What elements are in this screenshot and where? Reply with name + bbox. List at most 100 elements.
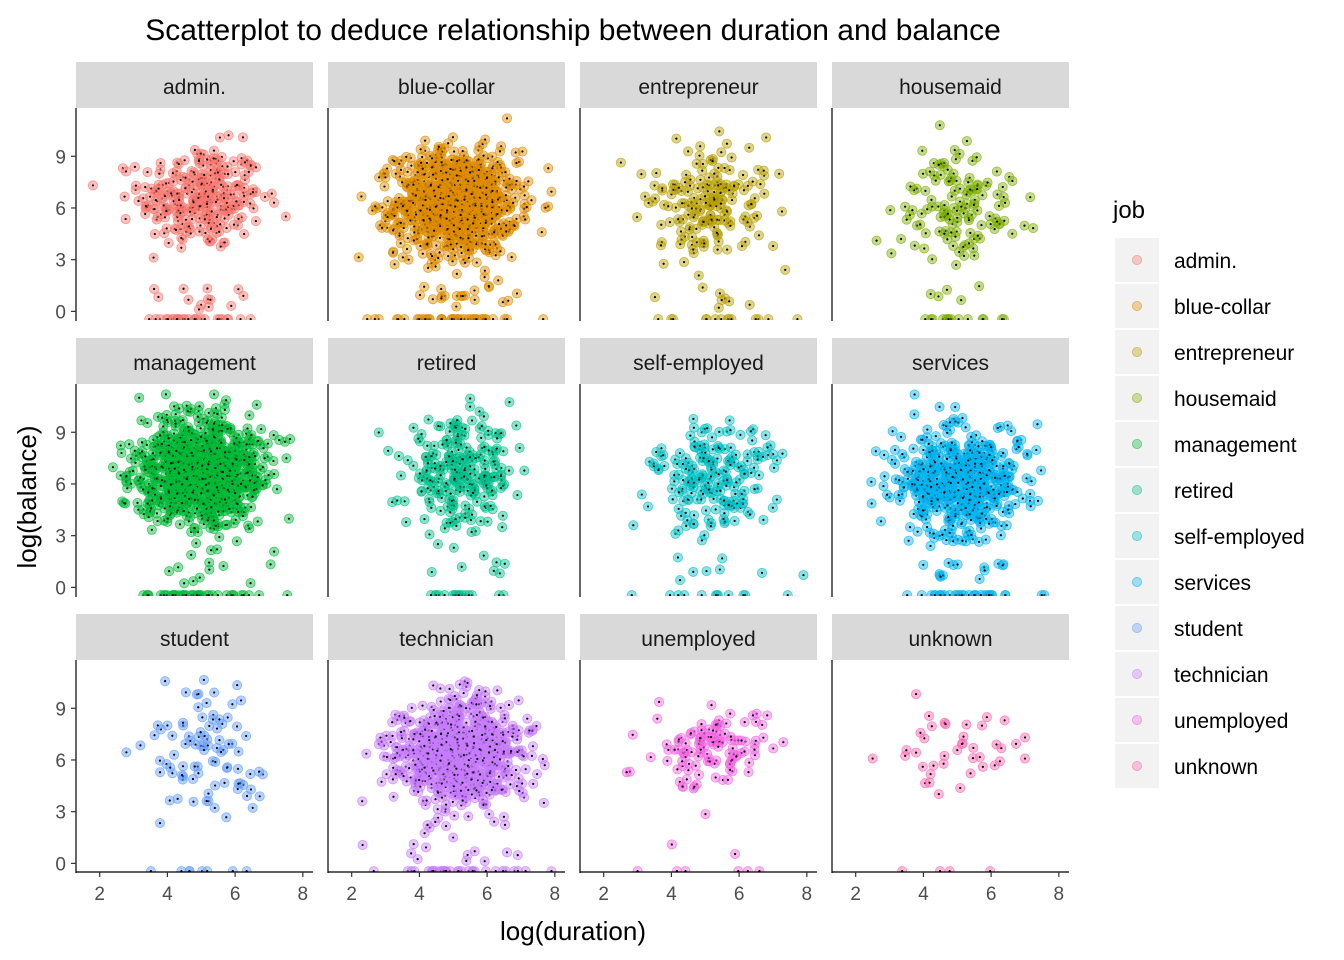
data-point-center <box>428 208 432 211</box>
data-point-center <box>149 509 152 513</box>
data-point-center <box>477 168 480 172</box>
data-point-center <box>239 318 242 320</box>
data-point-center <box>234 171 237 174</box>
data-point-center <box>211 190 215 193</box>
data-point-center <box>154 199 157 202</box>
data-point-center <box>517 160 520 164</box>
data-point-center <box>455 272 458 275</box>
data-point-center <box>437 148 440 151</box>
data-point-center <box>693 213 696 216</box>
data-point-center <box>653 184 656 187</box>
data-point-center <box>237 217 240 220</box>
data-point-center <box>490 217 494 220</box>
data-point-center <box>958 152 961 156</box>
data-point-center <box>430 254 434 258</box>
data-point-center <box>931 258 934 261</box>
data-point-center <box>440 287 443 291</box>
data-point <box>222 314 233 320</box>
data-point-center <box>454 205 457 208</box>
data-point-center <box>165 227 168 230</box>
data-point-center <box>668 221 672 224</box>
data-point-center <box>701 162 705 166</box>
data-point-center <box>180 246 183 249</box>
data-point-center <box>635 215 639 219</box>
data-point-center <box>967 181 970 184</box>
data-point-center <box>120 451 123 455</box>
data-point-center <box>660 223 663 226</box>
data-point-center <box>175 511 178 514</box>
data-point-center <box>503 318 506 320</box>
data-point-center <box>458 227 461 231</box>
data-point <box>997 314 1008 320</box>
data-point-center <box>653 296 657 299</box>
data-point-center <box>243 232 246 236</box>
data-point-center <box>430 182 433 185</box>
data-point-center <box>427 236 430 239</box>
data-point-center <box>224 399 228 402</box>
data-point-center <box>377 176 381 179</box>
data-point-center <box>426 243 429 246</box>
data-point-center <box>697 274 700 277</box>
data-point-center <box>206 158 209 161</box>
data-point-center <box>485 186 488 189</box>
data-point-center <box>140 441 144 444</box>
data-point-center <box>420 161 423 164</box>
data-point <box>189 314 200 320</box>
data-point-center <box>679 230 683 233</box>
data-point <box>962 314 973 320</box>
data-point-center <box>967 219 971 222</box>
data-point-center <box>497 223 501 226</box>
data-point-center <box>196 415 199 418</box>
data-point-center <box>683 181 687 184</box>
data-point-center <box>134 184 138 187</box>
data-point-center <box>911 209 914 212</box>
data-point-center <box>213 172 217 175</box>
data-point-center <box>394 172 397 175</box>
data-point-center <box>170 194 174 197</box>
data-point-center <box>193 318 196 320</box>
data-point-center <box>133 165 137 168</box>
data-point-center <box>504 224 508 227</box>
data-point-center <box>251 191 255 194</box>
data-point-center <box>215 231 218 234</box>
data-point-center <box>753 197 756 200</box>
data-point-center <box>440 164 444 167</box>
data-point-center <box>923 247 926 250</box>
data-point-center <box>165 182 168 185</box>
data-point-center <box>455 305 458 308</box>
facet-strip-label: blue-collar <box>398 76 495 99</box>
data-point-center <box>432 229 436 232</box>
data-point-center <box>485 176 489 179</box>
data-point-center <box>762 169 765 172</box>
data-point-center <box>728 189 731 192</box>
data-point-center <box>725 210 729 213</box>
data-point-center <box>453 254 456 257</box>
data-point-center <box>720 318 723 320</box>
data-point-center <box>685 173 688 176</box>
data-point-center <box>449 167 452 171</box>
data-point-center <box>165 210 168 213</box>
data-point-center <box>716 248 719 251</box>
data-point-center <box>965 139 969 143</box>
data-point-center <box>232 193 235 196</box>
data-point <box>150 314 161 320</box>
data-point-center <box>227 134 230 137</box>
data-point-center <box>183 159 186 162</box>
data-point-center <box>483 276 486 279</box>
data-point-center <box>218 136 221 139</box>
data-point-center <box>458 158 461 162</box>
data-point-center <box>947 180 950 183</box>
data-point-center <box>459 318 463 320</box>
data-point-center <box>713 198 716 201</box>
data-point <box>726 314 737 320</box>
data-point-center <box>207 305 210 309</box>
data-point-center <box>996 220 999 223</box>
data-point-center <box>189 438 193 442</box>
data-point-center <box>134 461 137 464</box>
data-point-center <box>450 158 453 161</box>
facet-panel: housemaid <box>831 62 1069 321</box>
data-point-center <box>158 172 161 175</box>
data-point-center <box>237 288 240 291</box>
data-point-center <box>515 161 518 165</box>
